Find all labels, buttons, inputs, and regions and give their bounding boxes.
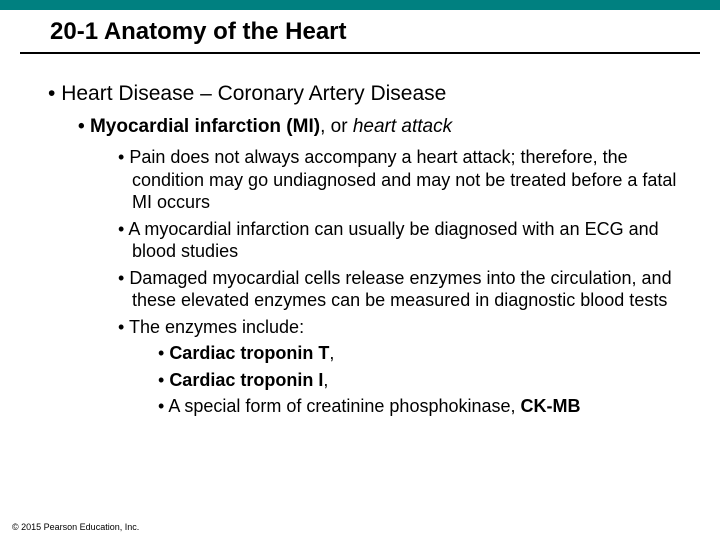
slide-title: 20-1 Anatomy of the Heart bbox=[50, 18, 670, 46]
enzyme-tail: , bbox=[329, 343, 334, 363]
enzyme-name: Cardiac troponin T bbox=[169, 343, 329, 363]
bullet-level3: Damaged myocardial cells release enzymes… bbox=[118, 267, 680, 312]
subheading-italic: heart attack bbox=[353, 116, 452, 137]
enzyme-name: Cardiac troponin I bbox=[169, 370, 323, 390]
copyright-text: © 2015 Pearson Education, Inc. bbox=[12, 522, 139, 532]
bullet-level4: Cardiac troponin T, bbox=[158, 342, 680, 365]
top-accent-bar bbox=[0, 0, 720, 10]
bullet-level3: Pain does not always accompany a heart a… bbox=[118, 146, 680, 214]
heading-level1: Heart Disease – Coronary Artery Disease bbox=[48, 82, 680, 106]
slide-content: Heart Disease – Coronary Artery Disease … bbox=[0, 54, 720, 418]
enzyme-tail: , bbox=[323, 370, 328, 390]
enzyme-pre: A special form of creatinine phosphokina… bbox=[168, 396, 520, 416]
bullet-level3: The enzymes include: bbox=[118, 316, 680, 339]
subheading-mid: , or bbox=[320, 116, 353, 137]
subheading-bold: Myocardial infarction (MI) bbox=[90, 116, 320, 137]
enzyme-name: CK-MB bbox=[521, 396, 581, 416]
bullet-level4: A special form of creatinine phosphokina… bbox=[158, 395, 680, 418]
bullet-level3: A myocardial infarction can usually be d… bbox=[118, 218, 680, 263]
bullet-level4: Cardiac troponin I, bbox=[158, 369, 680, 392]
title-area: 20-1 Anatomy of the Heart bbox=[20, 10, 700, 54]
subheading-level2: Myocardial infarction (MI), or heart att… bbox=[78, 116, 680, 138]
